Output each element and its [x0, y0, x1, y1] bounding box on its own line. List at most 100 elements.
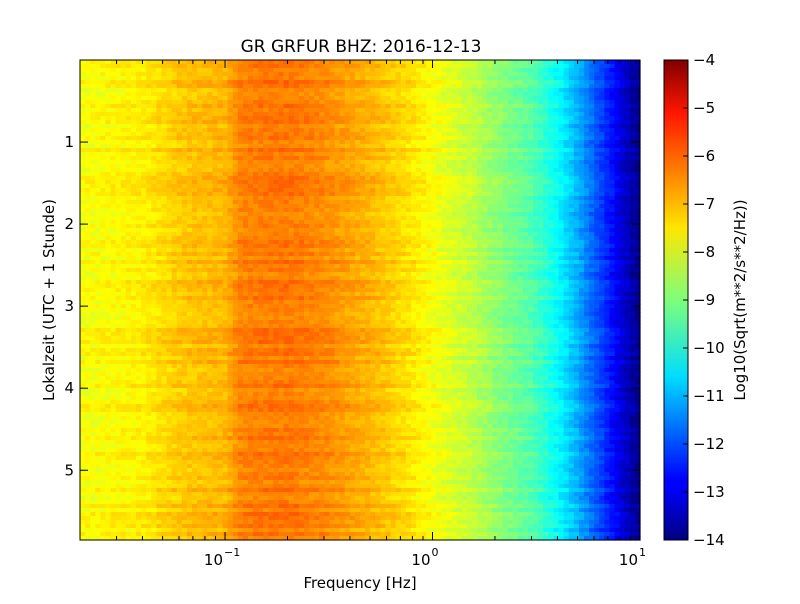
- heatmap-cell: [461, 80, 468, 85]
- heatmap-cell: [334, 152, 341, 157]
- heatmap-cell: [604, 116, 611, 121]
- heatmap-cell: [273, 76, 280, 81]
- heatmap-cell: [232, 116, 239, 121]
- heatmap-cell: [136, 88, 142, 93]
- heatmap-cell: [288, 160, 295, 165]
- heatmap-cell: [360, 88, 366, 93]
- heatmap-cell: [125, 192, 132, 197]
- heatmap-cell: [232, 176, 239, 181]
- heatmap-cell: [166, 152, 173, 157]
- heatmap-cell: [578, 188, 585, 193]
- heatmap-cell: [339, 116, 346, 121]
- heatmap-cell: [426, 164, 432, 169]
- heatmap-cell: [497, 64, 504, 69]
- heatmap-cell: [85, 84, 91, 89]
- heatmap-cell: [614, 200, 621, 205]
- heatmap-cell: [410, 164, 417, 169]
- heatmap-cell: [461, 84, 468, 89]
- heatmap-cell: [502, 208, 509, 213]
- heatmap-cell: [528, 232, 534, 237]
- heatmap-cell: [528, 172, 534, 177]
- heatmap-cell: [360, 116, 366, 121]
- heatmap-cell: [192, 120, 198, 125]
- heatmap-cell: [528, 100, 534, 105]
- heatmap-cell: [421, 192, 427, 197]
- heatmap-cell: [477, 148, 483, 153]
- heatmap-cell: [176, 200, 183, 205]
- heatmap-cell: [110, 192, 117, 197]
- heatmap-cell: [120, 200, 127, 205]
- heatmap-cell: [263, 232, 269, 237]
- heatmap-cell: [161, 164, 168, 169]
- heatmap-cell: [472, 128, 478, 133]
- heatmap-cell: [115, 124, 122, 129]
- heatmap-cell: [181, 180, 188, 185]
- heatmap-cell: [110, 68, 117, 73]
- heatmap-cell: [390, 132, 397, 137]
- heatmap-cell: [446, 148, 453, 153]
- heatmap-cell: [80, 64, 86, 69]
- heatmap-cell: [217, 132, 224, 137]
- heatmap-cell: [410, 184, 417, 189]
- heatmap-cell: [141, 224, 147, 229]
- heatmap-cell: [482, 180, 488, 185]
- heatmap-cell: [629, 156, 636, 161]
- heatmap-cell: [538, 92, 544, 97]
- heatmap-cell: [298, 148, 305, 153]
- heatmap-cell: [395, 148, 402, 153]
- heatmap-cell: [573, 168, 580, 173]
- heatmap-cell: [375, 108, 381, 113]
- heatmap-cell: [100, 168, 107, 173]
- heatmap-cell: [380, 104, 387, 109]
- heatmap-cell: [456, 188, 463, 193]
- heatmap-cell: [599, 112, 605, 117]
- heatmap-cell: [609, 88, 616, 93]
- heatmap-cell: [298, 196, 305, 201]
- heatmap-cell: [594, 128, 600, 133]
- heatmap-cell: [339, 172, 346, 177]
- heatmap-cell: [390, 164, 397, 169]
- heatmap-cell: [543, 108, 549, 113]
- heatmap-cell: [533, 220, 539, 225]
- heatmap-cell: [146, 136, 152, 141]
- heatmap-cell: [405, 136, 412, 141]
- heatmap-cell: [136, 232, 142, 237]
- heatmap-cell: [85, 120, 91, 125]
- heatmap-cell: [553, 144, 560, 149]
- heatmap-cell: [421, 64, 427, 69]
- heatmap-cell: [375, 104, 381, 109]
- heatmap-cell: [166, 140, 173, 145]
- heatmap-cell: [166, 176, 173, 181]
- heatmap-cell: [375, 152, 381, 157]
- heatmap-cell: [533, 172, 539, 177]
- heatmap-cell: [125, 112, 132, 117]
- heatmap-cell: [578, 148, 585, 153]
- heatmap-cell: [105, 184, 112, 189]
- heatmap-cell: [197, 136, 203, 141]
- heatmap-cell: [370, 212, 376, 217]
- heatmap-cell: [405, 64, 412, 69]
- heatmap-cell: [268, 164, 275, 169]
- heatmap-cell: [339, 144, 346, 149]
- heatmap-cell: [466, 188, 473, 193]
- heatmap-cell: [497, 68, 504, 73]
- heatmap-cell: [451, 148, 458, 153]
- heatmap-cell: [604, 140, 611, 145]
- heatmap-cell: [136, 200, 142, 205]
- heatmap-cell: [604, 188, 611, 193]
- heatmap-cell: [553, 60, 560, 65]
- heatmap-cell: [202, 104, 208, 109]
- heatmap-cell: [100, 80, 107, 85]
- heatmap-cell: [634, 184, 641, 189]
- heatmap-cell: [309, 208, 315, 213]
- heatmap-cell: [263, 140, 269, 145]
- heatmap-cell: [533, 176, 539, 181]
- heatmap-cell: [543, 104, 549, 109]
- heatmap-cell: [441, 184, 448, 189]
- heatmap-cell: [314, 148, 320, 153]
- heatmap-cell: [110, 164, 117, 169]
- heatmap-cell: [477, 200, 483, 205]
- heatmap-cell: [492, 88, 499, 93]
- heatmap-cell: [181, 192, 188, 197]
- heatmap-cell: [298, 156, 305, 161]
